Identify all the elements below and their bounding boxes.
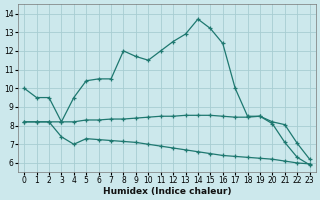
X-axis label: Humidex (Indice chaleur): Humidex (Indice chaleur) — [103, 187, 231, 196]
